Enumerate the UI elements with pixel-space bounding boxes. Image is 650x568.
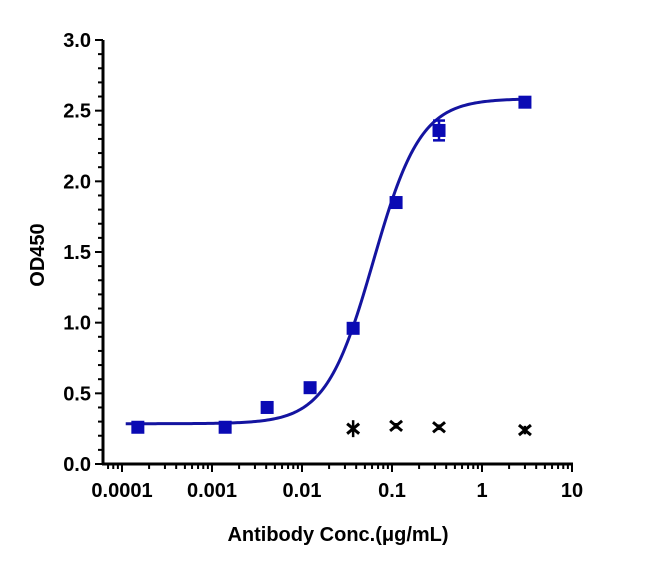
x-tick-label: 0.0001 xyxy=(91,480,152,502)
y-tick-label: 1.0 xyxy=(63,313,91,335)
square-marker xyxy=(518,95,532,109)
x-marker xyxy=(432,421,446,434)
fit-curve xyxy=(125,97,525,426)
axes: 0.0 0.5 1.0 1.5 2.0 2.5 3.0 0.0001 0.001 0.01 0.1 1… xyxy=(63,30,583,502)
square-marker xyxy=(389,196,403,210)
y-tick-label: 2.5 xyxy=(63,101,91,123)
y-axis-title: OD450 xyxy=(27,223,49,286)
square-marker xyxy=(303,381,317,395)
y-tick-label: 2.0 xyxy=(63,171,91,193)
x-tick-label: 0.1 xyxy=(378,480,406,502)
x-tick-label: 0.001 xyxy=(187,480,237,502)
square-marker xyxy=(131,420,145,434)
x-tick-label: 1 xyxy=(476,480,487,502)
y-tick-label: 0.0 xyxy=(63,454,91,476)
x-marker xyxy=(517,423,532,437)
data-points xyxy=(131,95,532,438)
x-marker xyxy=(346,422,361,435)
fit-curve-path xyxy=(125,97,525,426)
y-tick-label: 0.5 xyxy=(63,383,91,405)
y-tick-label: 3.0 xyxy=(63,30,91,52)
x-axis-title: Antibody Conc.(μg/mL) xyxy=(227,524,448,546)
y-tick-label: 1.5 xyxy=(63,242,91,264)
x-tick-label: 0.01 xyxy=(283,480,322,502)
square-marker xyxy=(218,420,232,434)
x-marker xyxy=(389,419,404,432)
x-tick-label: 10 xyxy=(561,480,583,502)
square-marker xyxy=(260,400,274,414)
square-marker xyxy=(346,321,360,335)
square-marker xyxy=(432,123,446,137)
